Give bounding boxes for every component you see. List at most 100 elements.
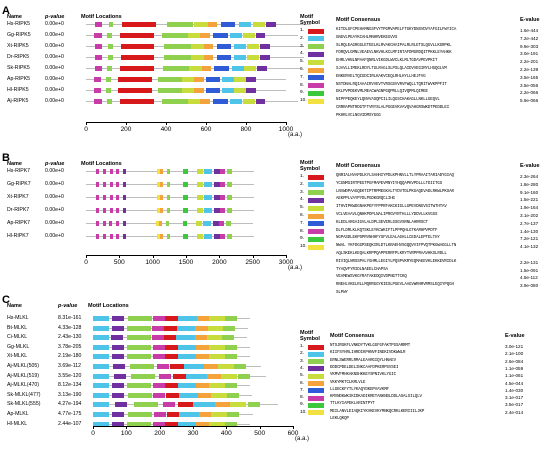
motif-consensus-sequence: ENKERVELTQIGDCIRLKAKVCEQLRHLHYLLHEJFVG bbox=[336, 74, 426, 79]
motif-number: 5. bbox=[300, 205, 305, 211]
motif-block bbox=[183, 169, 189, 174]
sequence-pvalue: 2.19e-180 bbox=[58, 353, 82, 360]
motif-block bbox=[93, 392, 109, 398]
motif-number: 9. bbox=[300, 402, 305, 408]
motif-block bbox=[248, 402, 261, 408]
motif-consensus-sequence: TYAQVFYRIDLNAEELCHAPSA bbox=[336, 267, 388, 272]
motif-evalue: 2.1e-100 bbox=[505, 351, 524, 357]
motif-block bbox=[196, 195, 204, 200]
x-tick-label: 200 bbox=[154, 430, 166, 437]
col-header-pvalue: p-value bbox=[45, 14, 65, 20]
x-tick bbox=[252, 255, 254, 258]
motif-block bbox=[127, 344, 152, 350]
motif-block bbox=[165, 316, 182, 321]
motif-block bbox=[227, 412, 240, 417]
motif-evalue: 1.4e-130 bbox=[520, 228, 539, 234]
motif-consensus-sequence: DLFLDRLKLKQTSKLEYKCWKIFTLPPPQHLGTKARHPVP… bbox=[336, 228, 438, 233]
motif-evalue: 3.1e-017 bbox=[505, 395, 524, 401]
motif-block bbox=[207, 325, 224, 331]
motif-number: 10. bbox=[300, 244, 307, 250]
motif-block bbox=[190, 44, 206, 49]
sequence-name: Ap-RIPK5 bbox=[7, 76, 31, 82]
motif-block bbox=[177, 354, 202, 360]
motif-block bbox=[119, 33, 154, 38]
motif-block bbox=[166, 412, 183, 417]
motif-block bbox=[93, 373, 109, 379]
motif-color-swatch bbox=[308, 213, 324, 219]
motif-block bbox=[111, 383, 124, 389]
motif-color-swatch bbox=[308, 388, 324, 394]
motif-block bbox=[196, 221, 203, 226]
motif-consensus-sequence: TTLKYIAPEKLARINTPYT bbox=[330, 402, 375, 407]
motif-block bbox=[96, 208, 100, 213]
motif-block bbox=[227, 182, 232, 187]
motif-block bbox=[127, 383, 152, 389]
motif-block bbox=[111, 316, 124, 321]
sequence-pvalue: 0.00e+0 bbox=[45, 181, 64, 187]
motif-symbol-header: Symbol bbox=[300, 20, 320, 26]
motif-block bbox=[196, 383, 213, 389]
motif-color-swatch bbox=[308, 28, 324, 34]
motif-block bbox=[111, 344, 124, 350]
x-tick-label: 500 bbox=[113, 259, 125, 266]
x-tick-label: 600 bbox=[287, 430, 299, 437]
motif-color-swatch bbox=[308, 395, 324, 401]
motif-block bbox=[224, 316, 237, 321]
motif-block bbox=[208, 344, 225, 350]
motif-block bbox=[207, 22, 218, 27]
motif-block bbox=[203, 208, 212, 213]
motif-evalue: 2.3e-264 bbox=[520, 174, 539, 179]
motif-block bbox=[178, 392, 203, 398]
motif-block bbox=[102, 195, 106, 200]
motif-block bbox=[122, 195, 126, 200]
motif-block bbox=[109, 221, 113, 226]
col-header-motif-locations: Motif Locations bbox=[88, 303, 129, 309]
motif-block bbox=[166, 208, 170, 213]
motif-block bbox=[102, 221, 106, 226]
motif-number: 6. bbox=[300, 213, 305, 218]
motif-consensus-header: Motif Consensus bbox=[336, 163, 381, 169]
motif-block bbox=[93, 344, 109, 350]
motif-evalue: 4.1e-132 bbox=[520, 244, 539, 250]
motif-number: 4. bbox=[300, 365, 305, 371]
motif-block bbox=[122, 22, 156, 27]
motif-number: 2. bbox=[300, 35, 305, 41]
sequence-pvalue: 2.43e-130 bbox=[58, 334, 82, 341]
motif-block bbox=[183, 234, 189, 239]
motif-block bbox=[210, 392, 227, 398]
motif-block bbox=[203, 169, 212, 174]
motif-block bbox=[159, 182, 163, 187]
motif-consensus-sequence: ITHVIPKWDGNAKPEFYFPPRFAKCKIGLLGPEVDNGVSI… bbox=[336, 205, 447, 210]
motif-block bbox=[244, 66, 257, 71]
motif-block bbox=[158, 373, 171, 379]
sequence-pvalue: 0.00e+0 bbox=[45, 54, 64, 60]
motif-block bbox=[206, 335, 223, 341]
motif-block bbox=[202, 221, 211, 226]
motif-block bbox=[111, 354, 124, 360]
motif-evalue: 7.2e-442 bbox=[520, 35, 539, 41]
motif-block bbox=[159, 169, 163, 174]
motif-number: 2. bbox=[300, 181, 305, 187]
motif-block bbox=[127, 316, 152, 321]
motif-consensus-sequence: GNGVLPEAYKCAHLMNHRVEKEGVVS bbox=[336, 35, 398, 40]
motif-block bbox=[94, 77, 102, 82]
motif-block bbox=[198, 412, 215, 417]
motif-consensus-sequence: VEAMEWSVKGYRATAKEDQIVDPNGTTCKQ bbox=[336, 275, 407, 280]
motif-block bbox=[220, 208, 226, 213]
motif-block bbox=[95, 22, 103, 27]
x-tick-label: 300 bbox=[187, 430, 199, 437]
motif-evalue: 1.1e-061 bbox=[505, 373, 524, 379]
motif-consensus-sequence: SLPWY bbox=[336, 291, 348, 295]
motif-block bbox=[242, 99, 255, 104]
motif-block bbox=[246, 88, 256, 93]
sequence-pvalue: 4.77e-175 bbox=[58, 411, 82, 417]
motif-color-swatch bbox=[308, 90, 324, 96]
motif-block bbox=[96, 234, 100, 239]
motif-block bbox=[224, 383, 237, 389]
motif-symbol-header: Motif bbox=[300, 330, 314, 336]
motif-block bbox=[94, 66, 102, 71]
sequence-name: Ap-MLKL bbox=[7, 411, 29, 417]
x-tick-label: 200 bbox=[120, 126, 132, 133]
motif-block bbox=[197, 392, 214, 398]
motif-block bbox=[93, 421, 109, 427]
